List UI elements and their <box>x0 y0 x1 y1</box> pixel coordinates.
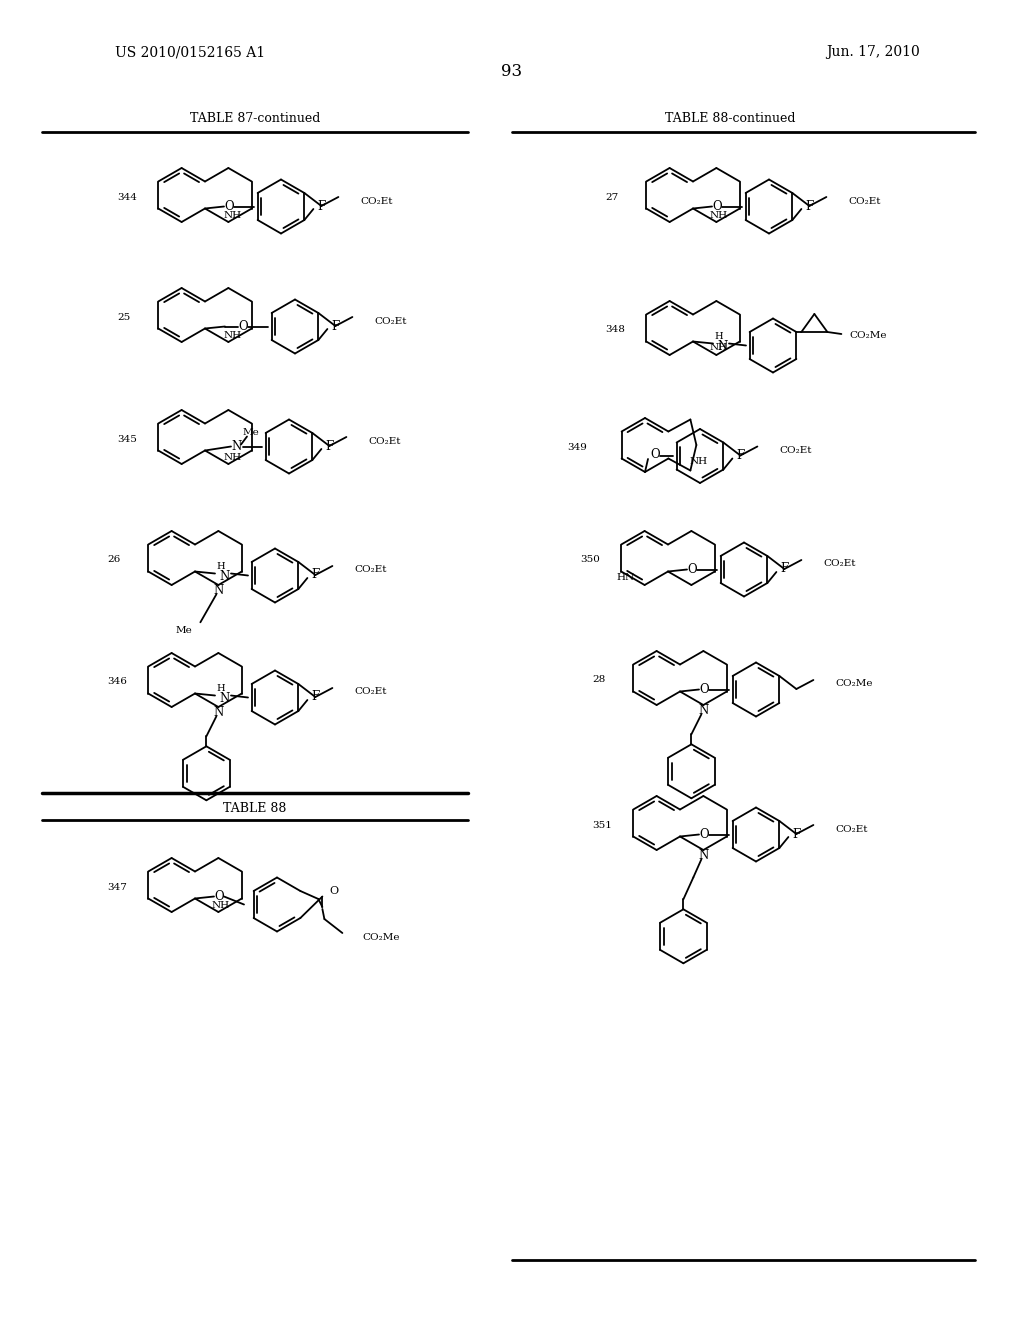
Text: N: N <box>698 704 709 717</box>
Text: Jun. 17, 2010: Jun. 17, 2010 <box>826 45 920 59</box>
Text: CO₂Et: CO₂Et <box>779 446 812 455</box>
Text: N: N <box>698 849 709 862</box>
Text: TABLE 88: TABLE 88 <box>223 801 287 814</box>
Text: NH: NH <box>710 343 727 352</box>
Text: F: F <box>311 690 319 704</box>
Text: NH: NH <box>223 210 242 219</box>
Text: Me: Me <box>243 428 259 437</box>
Text: NH: NH <box>710 210 727 219</box>
Text: F: F <box>317 199 326 213</box>
Text: O: O <box>214 890 224 903</box>
Text: N: N <box>220 570 230 583</box>
Text: NH: NH <box>223 453 242 462</box>
Text: CO₂Me: CO₂Me <box>849 331 887 341</box>
Text: F: F <box>736 449 744 462</box>
Text: TABLE 87-continued: TABLE 87-continued <box>189 111 321 124</box>
Text: 25: 25 <box>117 313 130 322</box>
Text: 350: 350 <box>580 556 600 565</box>
Text: CO₂Et: CO₂Et <box>823 560 856 569</box>
Text: CO₂Et: CO₂Et <box>360 197 393 206</box>
Text: F: F <box>331 319 340 333</box>
Text: 344: 344 <box>117 193 137 202</box>
Text: H: H <box>715 333 723 341</box>
Text: 349: 349 <box>567 442 587 451</box>
Text: CO₂Et: CO₂Et <box>848 197 881 206</box>
Text: CO₂Et: CO₂Et <box>836 825 868 833</box>
Text: N: N <box>220 692 230 705</box>
Text: NH: NH <box>689 457 708 466</box>
Text: O: O <box>699 682 709 696</box>
Text: 26: 26 <box>106 556 120 565</box>
Text: 348: 348 <box>605 326 625 334</box>
Text: US 2010/0152165 A1: US 2010/0152165 A1 <box>115 45 265 59</box>
Text: F: F <box>793 828 801 841</box>
Text: O: O <box>330 886 339 895</box>
Text: F: F <box>326 440 334 453</box>
Text: O: O <box>699 828 709 841</box>
Text: N: N <box>231 440 242 453</box>
Text: CO₂Et: CO₂Et <box>369 437 400 446</box>
Text: 28: 28 <box>592 676 605 685</box>
Text: TABLE 88-continued: TABLE 88-continued <box>665 111 796 124</box>
Text: CO₂Me: CO₂Me <box>362 932 400 941</box>
Text: O: O <box>239 319 248 333</box>
Text: O: O <box>712 201 722 213</box>
Text: CO₂Et: CO₂Et <box>354 565 387 574</box>
Text: CO₂Me: CO₂Me <box>836 680 872 689</box>
Text: F: F <box>311 569 319 582</box>
Text: F: F <box>805 199 813 213</box>
Text: 351: 351 <box>592 821 612 829</box>
Text: 345: 345 <box>117 434 137 444</box>
Text: N: N <box>213 706 223 719</box>
Text: CO₂Et: CO₂Et <box>375 317 407 326</box>
Text: NH: NH <box>223 330 242 339</box>
Text: O: O <box>650 447 659 461</box>
Text: 347: 347 <box>106 883 127 891</box>
Text: 93: 93 <box>502 63 522 81</box>
Text: Me: Me <box>176 626 193 635</box>
Text: 346: 346 <box>106 677 127 686</box>
Text: F: F <box>780 562 788 576</box>
Text: N: N <box>213 583 223 597</box>
Text: H: H <box>217 562 225 572</box>
Text: NH: NH <box>211 900 229 909</box>
Text: O: O <box>224 201 233 213</box>
Text: 27: 27 <box>605 193 618 202</box>
Text: HN: HN <box>616 573 635 582</box>
Text: O: O <box>687 564 696 576</box>
Text: H: H <box>217 684 225 693</box>
Text: N: N <box>718 341 728 352</box>
Text: CO₂Et: CO₂Et <box>354 688 387 697</box>
